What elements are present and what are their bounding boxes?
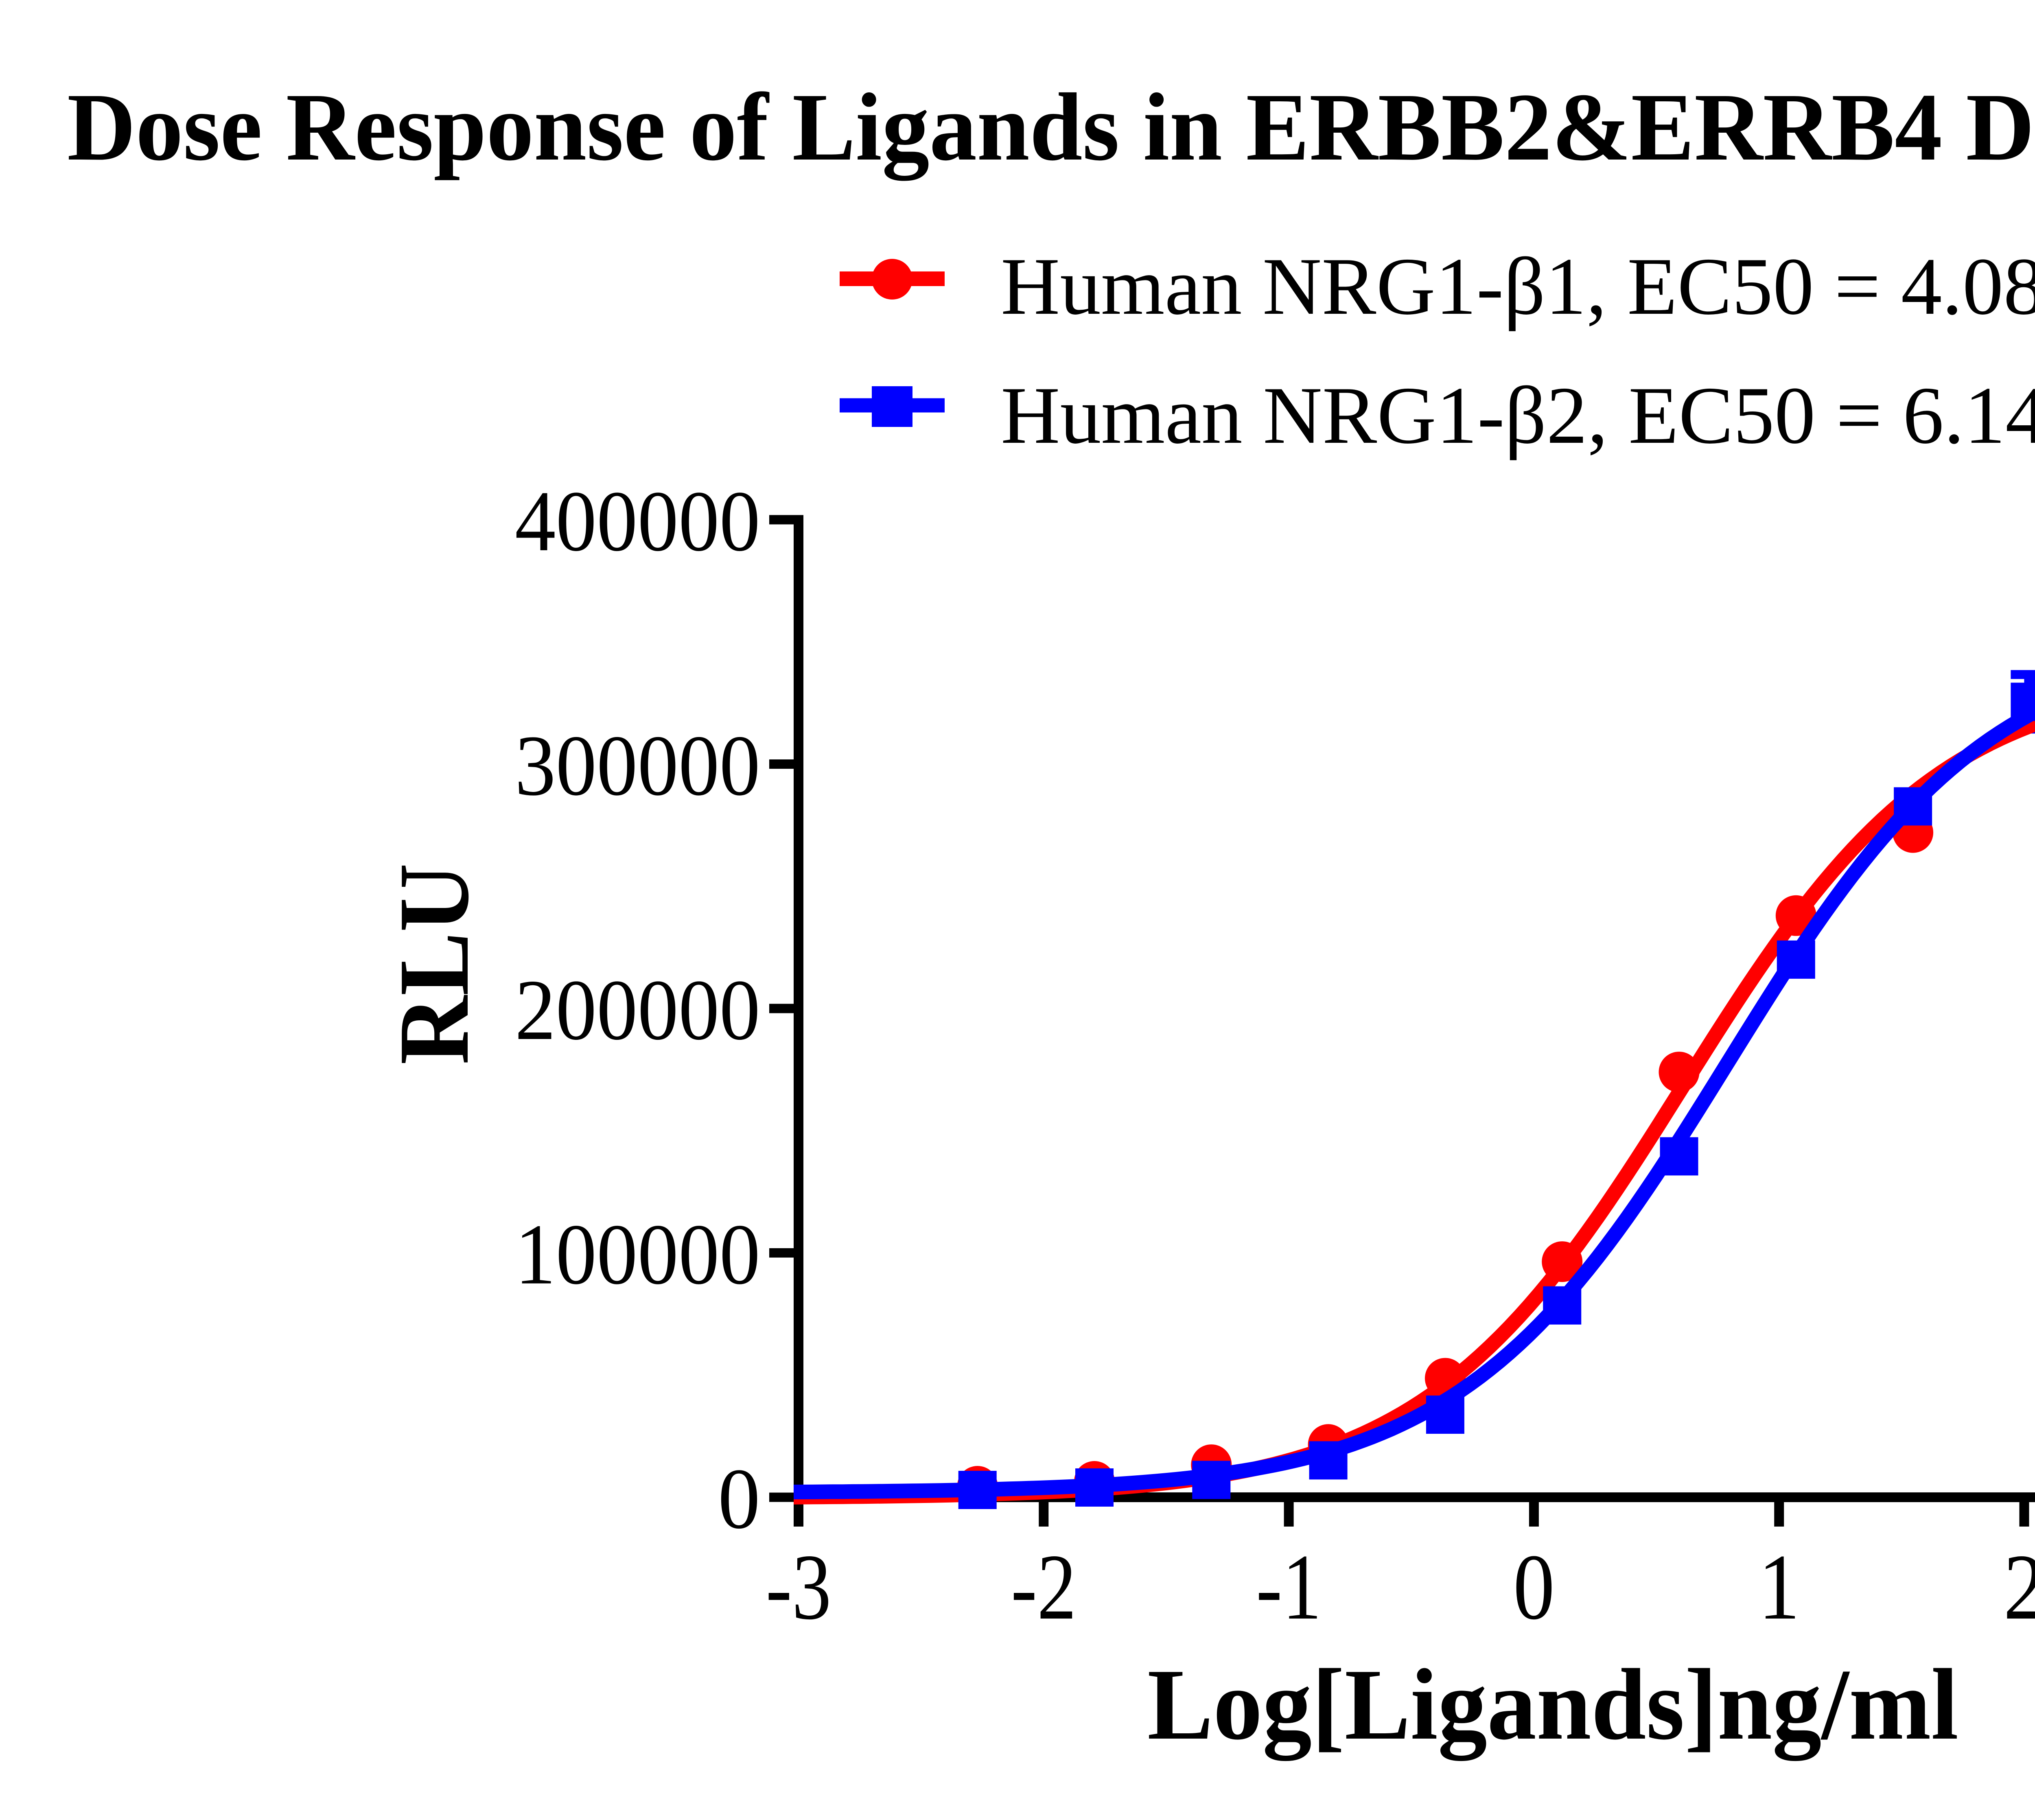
svg-text:400000: 400000	[515, 473, 760, 569]
svg-text:200000: 200000	[515, 962, 760, 1058]
svg-text:Dose Response of Ligands in E: Dose Response of Ligands in ERBB2&ERRB4 …	[67, 74, 2035, 181]
svg-text:0: 0	[1513, 1535, 1555, 1639]
svg-text:100000: 100000	[515, 1207, 760, 1303]
svg-text:Human NRG1-β1, EC50 = 4.08 ng/: Human NRG1-β1, EC50 = 4.08 ng/ml	[1001, 241, 2035, 332]
svg-text:Log[Ligands]ng/ml: Log[Ligands]ng/ml	[1147, 1648, 1958, 1761]
svg-text:0: 0	[718, 1451, 760, 1547]
svg-text:Human NRG1-β2, EC50 = 6.14 ng/: Human NRG1-β2, EC50 = 6.14 ng/ml	[1001, 370, 2035, 461]
svg-text:RLU: RLU	[379, 863, 490, 1065]
svg-text:-1: -1	[1256, 1535, 1322, 1639]
svg-text:300000: 300000	[515, 718, 760, 814]
svg-text:2: 2	[2004, 1535, 2035, 1639]
svg-text:-3: -3	[766, 1535, 832, 1639]
svg-text:1: 1	[1758, 1535, 1800, 1639]
svg-text:-2: -2	[1011, 1535, 1077, 1639]
